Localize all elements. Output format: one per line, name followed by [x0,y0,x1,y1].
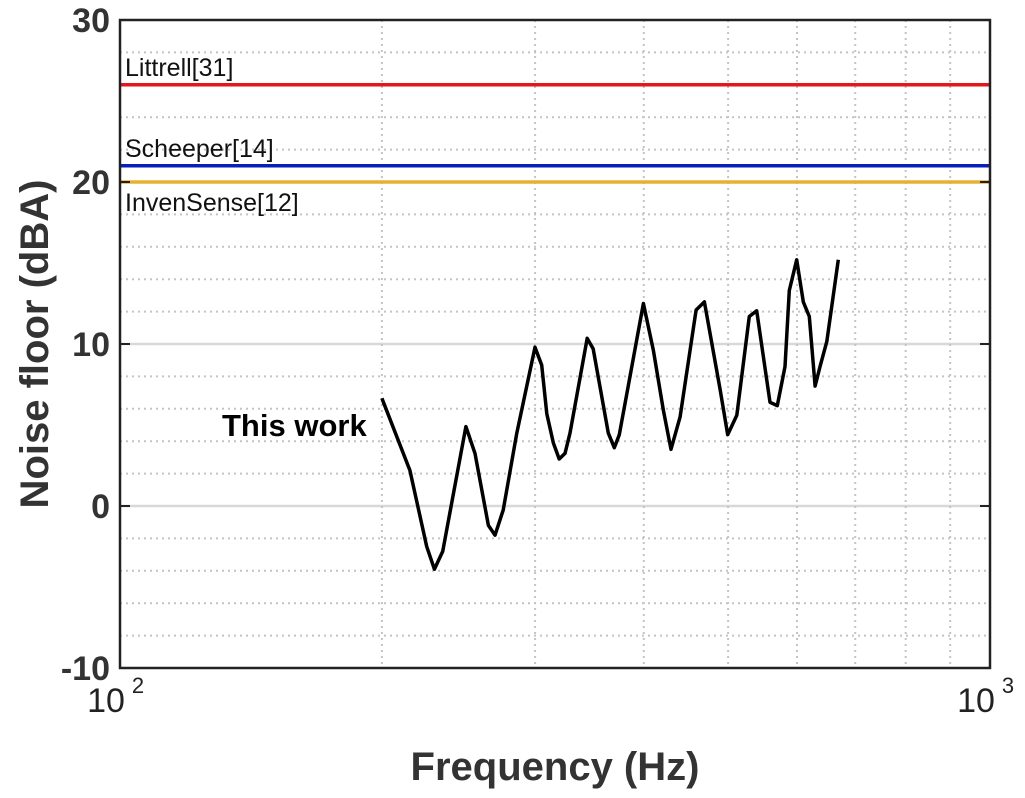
x-tick-labels: 10 2 10 3 [87,673,1014,720]
reference-line-label: Littrell[31] [125,54,233,82]
y-tick-label: -10 [61,650,110,688]
y-axis-label: Noise floor (dBA) [13,180,57,509]
x-tick-label: 10 [87,682,125,720]
reference-line-label: Scheeper[14] [125,135,274,163]
y-tick-labels: -10 0 10 20 30 [61,2,990,688]
series-layer [380,258,841,571]
y-tick-label: 10 [72,326,110,364]
reference-line-label: InvenSense[12] [125,189,299,217]
x-tick-exponent: 2 [132,673,144,698]
x-tick-label: 10 [957,682,995,720]
x-axis-label: Frequency (Hz) [411,745,700,789]
x-tick-exponent: 3 [1002,673,1014,698]
reference-lines: Littrell[31] Scheeper[14] InvenSense[12] [120,54,990,217]
grid [120,20,990,668]
series-label-this-work: This work [222,408,367,443]
series-line-this-work [380,258,841,571]
y-tick-label: 30 [72,2,110,40]
y-tick-label: 0 [91,488,110,526]
y-tick-label: 20 [72,164,110,202]
